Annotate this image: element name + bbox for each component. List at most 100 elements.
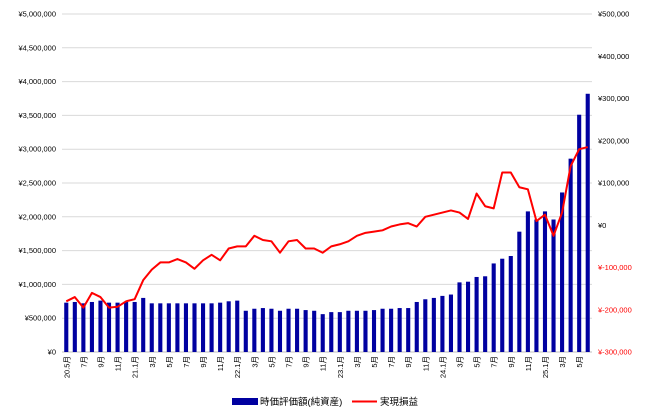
right-tick-label: ¥400,000	[598, 52, 629, 61]
x-tick-label: 24.1月	[438, 356, 447, 378]
bar	[525, 211, 530, 352]
x-tick-label: 7月	[182, 356, 191, 368]
right-tick-label: ¥-200,000	[598, 305, 632, 314]
bar	[132, 301, 137, 352]
x-tick-label: 5月	[267, 356, 276, 368]
right-tick-label: ¥500,000	[598, 10, 629, 19]
left-tick-label: ¥3,000,000	[18, 145, 56, 154]
bar	[200, 303, 206, 352]
left-tick-label: ¥4,500,000	[18, 43, 56, 52]
x-tick-label: 3月	[250, 356, 259, 368]
bar	[303, 310, 308, 352]
line-series	[65, 146, 588, 309]
left-tick-label: ¥0	[48, 348, 56, 357]
bar	[354, 310, 359, 352]
x-tick-label: 20.5月	[62, 356, 71, 378]
bar	[457, 282, 462, 352]
bar	[389, 308, 394, 352]
bar	[346, 310, 351, 352]
bar	[551, 219, 556, 352]
bar	[64, 302, 69, 352]
bar	[218, 302, 223, 352]
x-tick-label: 9月	[96, 356, 105, 368]
bar	[295, 308, 300, 352]
bar	[577, 114, 582, 352]
legend: 時価評価額(純資産) 実現損益	[232, 396, 419, 408]
x-tick-label: 11月	[216, 356, 225, 371]
bar	[166, 303, 171, 352]
bar	[329, 312, 334, 352]
bar	[414, 301, 419, 352]
bar	[124, 301, 129, 352]
bar	[568, 158, 573, 352]
left-tick-label: ¥1,000,000	[18, 280, 56, 289]
bar	[371, 310, 377, 352]
bar	[183, 303, 189, 352]
bar	[235, 300, 240, 352]
bar	[337, 312, 342, 352]
bar	[380, 308, 385, 352]
right-tick-label: ¥0	[598, 221, 606, 230]
bar	[483, 276, 488, 352]
x-tick-label: 11月	[114, 356, 123, 371]
bar	[534, 219, 539, 352]
x-tick-label: 11月	[524, 356, 533, 371]
x-tick-label: 3月	[353, 356, 362, 368]
x-tick-label: 9月	[199, 356, 208, 368]
bar	[98, 300, 103, 352]
bar	[491, 263, 496, 352]
bar	[312, 310, 317, 352]
bar	[585, 93, 590, 352]
bar	[115, 302, 120, 352]
bar	[431, 297, 436, 352]
bar	[465, 281, 471, 352]
bar	[149, 303, 154, 352]
bar	[448, 294, 454, 352]
bar	[320, 314, 325, 352]
x-tick-label: 11月	[421, 356, 430, 371]
x-tick-label: 21.1月	[131, 356, 140, 378]
x-tick-label: 9月	[404, 356, 413, 368]
x-tick-label: 22.1月	[233, 356, 242, 378]
x-tick-label: 7月	[79, 356, 88, 368]
bar	[560, 192, 565, 352]
x-tick-label: 9月	[507, 356, 516, 368]
bar	[158, 303, 163, 352]
x-tick-label: 25.1月	[541, 356, 550, 378]
bar	[517, 231, 522, 352]
bar	[192, 303, 197, 352]
left-tick-label: ¥4,000,000	[18, 77, 56, 86]
right-tick-label: ¥-300,000	[598, 348, 632, 357]
bar	[106, 302, 112, 352]
x-tick-label: 5月	[473, 356, 482, 368]
x-tick-label: 5月	[165, 356, 174, 368]
legend-label-bar: 時価評価額(純資産)	[260, 396, 342, 408]
line-path	[65, 146, 588, 309]
x-tick-label: 7月	[387, 356, 396, 368]
x-tick-label: 3月	[456, 356, 465, 368]
bar-series	[64, 93, 590, 352]
left-tick-label: ¥2,000,000	[18, 212, 56, 221]
bar	[500, 258, 505, 352]
bar	[508, 256, 513, 352]
left-tick-label: ¥500,000	[25, 314, 56, 323]
bar	[226, 301, 231, 352]
left-axis: ¥0 ¥500,000 ¥1,000,000 ¥1,500,000 ¥2,000,000…	[18, 10, 56, 357]
bar	[423, 299, 428, 352]
bar	[397, 308, 402, 352]
x-tick-label: 5月	[370, 356, 379, 368]
bar	[277, 310, 283, 352]
x-tick-label: 7月	[490, 356, 499, 368]
x-tick-label: 5月	[575, 356, 584, 368]
legend-bar-swatch	[232, 398, 258, 405]
legend-label-line: 実現損益	[380, 396, 419, 408]
bar	[406, 308, 411, 352]
bar	[542, 211, 548, 352]
x-tick-label: 23.1月	[336, 356, 345, 378]
right-tick-label: ¥200,000	[598, 136, 629, 145]
bar	[269, 308, 274, 352]
x-tick-label: 9月	[302, 356, 311, 368]
x-tick-label: 3月	[558, 356, 567, 368]
bar	[252, 308, 257, 352]
right-tick-label: ¥100,000	[598, 179, 629, 188]
